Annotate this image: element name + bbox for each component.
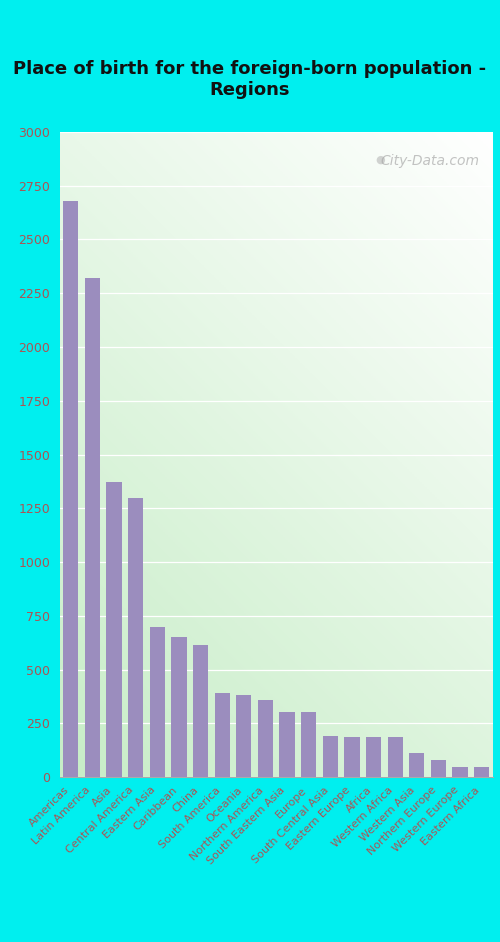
- Bar: [63, 201, 78, 777]
- Text: ●: ●: [376, 154, 386, 165]
- Bar: [301, 711, 316, 777]
- Bar: [322, 737, 338, 777]
- Bar: [236, 695, 252, 777]
- Bar: [474, 768, 490, 777]
- Bar: [128, 497, 144, 777]
- Text: City-Data.com: City-Data.com: [380, 154, 480, 169]
- Bar: [366, 738, 381, 777]
- Text: Place of birth for the foreign-born population -
Regions: Place of birth for the foreign-born popu…: [14, 59, 486, 99]
- Bar: [258, 700, 273, 777]
- Bar: [409, 754, 424, 777]
- Bar: [431, 760, 446, 777]
- Bar: [106, 482, 122, 777]
- Bar: [214, 693, 230, 777]
- Bar: [452, 768, 468, 777]
- Bar: [193, 645, 208, 777]
- Bar: [85, 278, 100, 777]
- Bar: [172, 638, 186, 777]
- Bar: [150, 626, 165, 777]
- Bar: [388, 738, 403, 777]
- Bar: [344, 738, 360, 777]
- Bar: [280, 711, 294, 777]
